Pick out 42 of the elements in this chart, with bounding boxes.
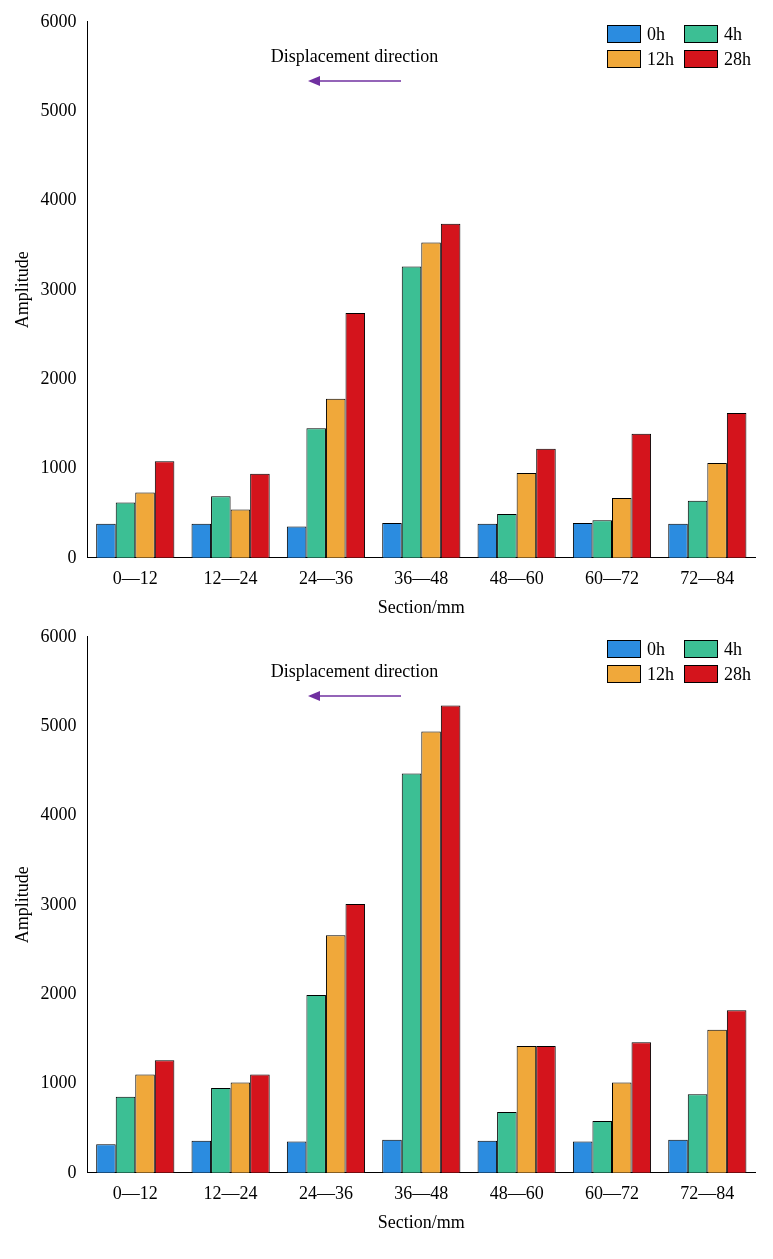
y-tick-label: 3000 [40,278,77,299]
x-tick-label: 12—24 [203,1183,258,1204]
legend-label: 12h [647,48,674,70]
legend-label: 28h [724,48,751,70]
y-tick-label: 5000 [40,714,77,735]
x-tick-label: 60—72 [584,568,639,589]
y-tick-label: 2000 [40,367,77,388]
y-tick-label: 2000 [40,982,77,1003]
x-tick-label: 0—12 [112,1183,158,1204]
annotation: Displacement direction [270,46,439,67]
x-tick-label: 48—60 [489,568,544,589]
x-tick-label: 24—36 [298,1183,353,1204]
y-tick-label: 0 [67,546,77,567]
x-tick-label: 72—84 [680,568,735,589]
y-tick-label: 6000 [40,625,77,646]
legend-label: 0h [647,23,665,45]
x-tick-label: 36—48 [394,1183,449,1204]
y-tick-label: 1000 [40,1072,77,1093]
y-tick-label: 6000 [40,10,77,31]
y-tick-label: 3000 [40,893,77,914]
y-tick-label: 1000 [40,457,77,478]
y-tick-label: 5000 [40,99,77,120]
x-tick-label: 60—72 [584,1183,639,1204]
x-axis-title: Section/mm [377,1211,465,1232]
x-tick-label: 12—24 [203,568,258,589]
legend-label: 4h [724,638,742,660]
y-tick-label: 0 [67,1161,77,1182]
y-axis-title: Amplitude [11,251,32,329]
x-tick-label: 36—48 [394,568,449,589]
x-axis-title: Section/mm [377,596,465,617]
x-tick-label: 24—36 [298,568,353,589]
y-tick-label: 4000 [40,189,77,210]
legend-label: 28h [724,663,751,685]
y-tick-label: 4000 [40,804,77,825]
x-tick-label: 0—12 [112,568,158,589]
legend-label: 12h [647,663,674,685]
x-tick-label: 72—84 [680,1183,735,1204]
legend-label: 0h [647,638,665,660]
annotation: Displacement direction [270,661,439,682]
y-axis-title: Amplitude [11,866,32,944]
legend-label: 4h [724,23,742,45]
x-tick-label: 48—60 [489,1183,544,1204]
